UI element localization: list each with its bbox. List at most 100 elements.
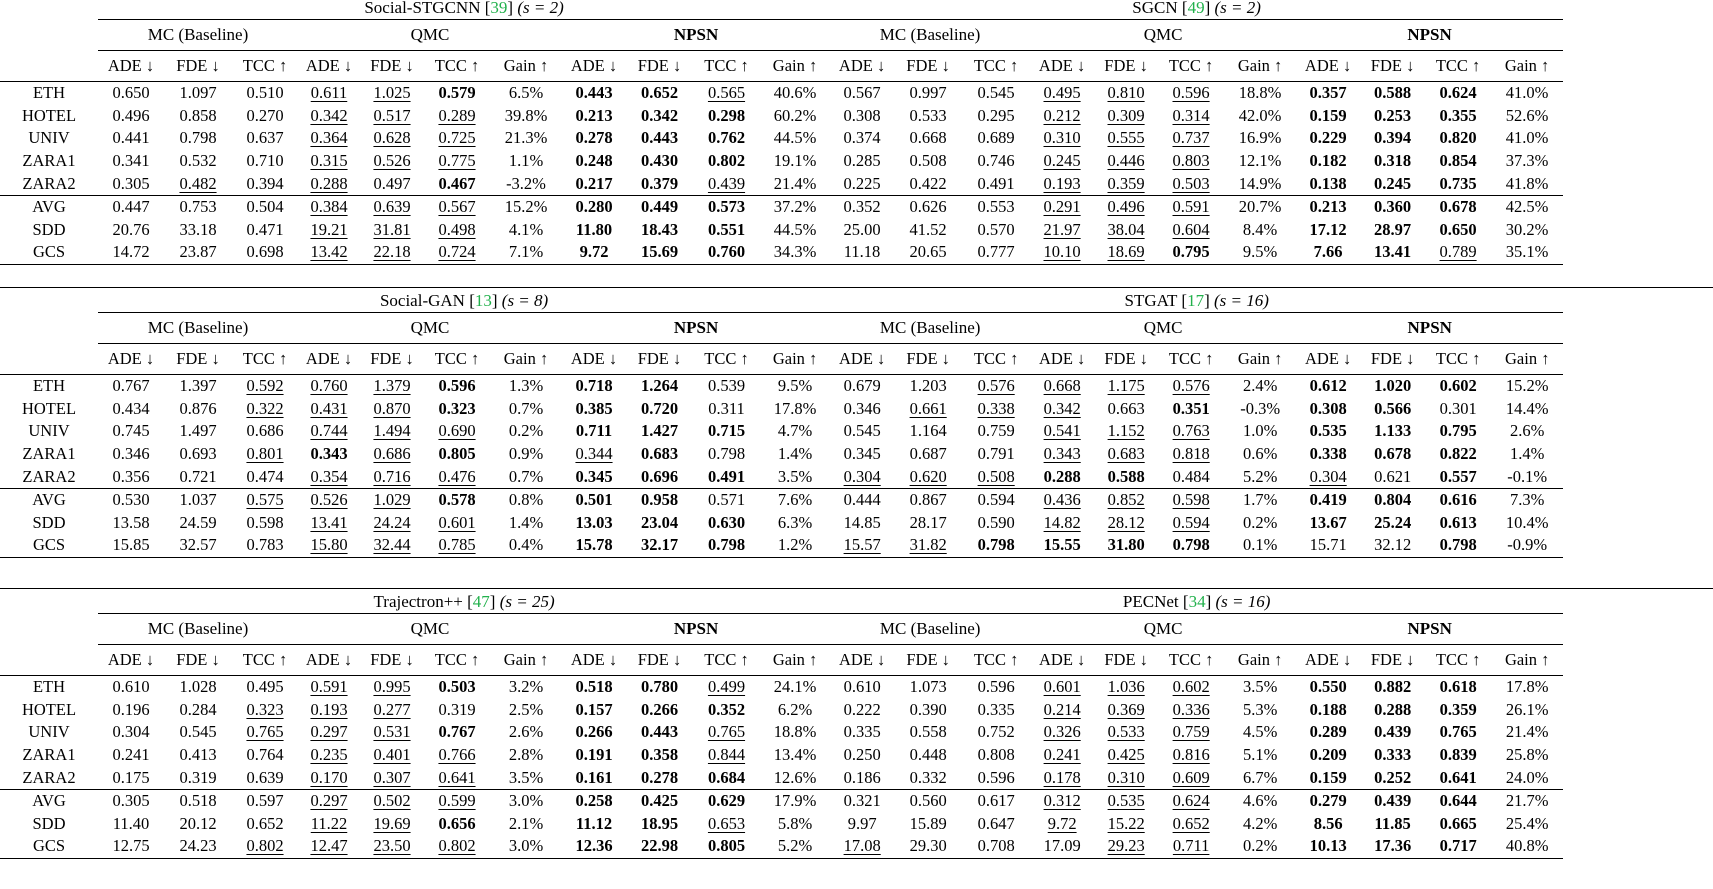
citation-link[interactable]: 17 [1187, 291, 1205, 310]
cell-value: 0.621 [1374, 466, 1412, 486]
cell-value: 0.759 [1172, 722, 1210, 742]
cell-value: 0.301 [1439, 398, 1477, 418]
cell-value: 14.72 [112, 242, 150, 262]
table-cell: 0.503 [1158, 172, 1224, 195]
table-cell: 20.65 [894, 241, 963, 265]
table-cell: 10.13 [1296, 835, 1361, 859]
cell-value: 0.678 [1374, 444, 1412, 464]
table-cell: 25.24 [1360, 512, 1425, 535]
cell-value: 0.553 [977, 197, 1015, 217]
cell-value: 11.22 [310, 813, 348, 833]
citation-link[interactable]: 13 [474, 291, 492, 310]
cell-value: 17.08 [843, 836, 881, 856]
table-cell: 0.354 [298, 465, 360, 488]
table-cell: 13.58 [98, 512, 164, 535]
metric-header: ADE ↓ [298, 644, 360, 676]
table-cell: 0.311 [693, 398, 760, 421]
table-cell: 0.289 [1296, 721, 1360, 744]
table-cell: 0.598 [232, 512, 298, 535]
cell-value: 7.6% [777, 490, 813, 510]
cell-value: 0.178 [1043, 767, 1081, 787]
table-cell: 0.497 [360, 172, 424, 195]
dataset-label: ZARA2 [22, 767, 76, 787]
cell-value: 0.644 [1439, 791, 1477, 811]
table-cell: 29.30 [894, 835, 963, 859]
table-cell: 0.379 [626, 172, 693, 195]
table-cell: 0.245 [1360, 172, 1425, 195]
citation-link[interactable]: 34 [1188, 592, 1206, 611]
cell-value: 0.374 [843, 128, 881, 148]
cell-value: 11.12 [575, 813, 613, 833]
cell-value: 0.497 [373, 173, 411, 193]
cell-value: 0.533 [909, 105, 947, 125]
cell-value: 0.598 [246, 512, 284, 532]
cell-value: 0.321 [843, 791, 881, 811]
cell-value: 25.00 [843, 219, 881, 239]
table-cell: 0.717 [1425, 835, 1492, 859]
cell-value: 0.611 [310, 83, 348, 103]
cell-value: 6.3% [777, 512, 813, 532]
table-cell: 0.425 [1094, 744, 1158, 767]
cell-value: 0.663 [1107, 398, 1145, 418]
table-cell: 0.810 [1094, 82, 1158, 105]
table-cell: -0.1% [1491, 465, 1563, 488]
table-cell: 0.785 [424, 534, 490, 558]
cell-value: 0.394 [1374, 128, 1412, 148]
cell-value: 0.570 [977, 219, 1015, 239]
table-cell: 0.7% [490, 465, 562, 488]
table-cell: 0.278 [562, 127, 626, 150]
cell-value: 0.545 [179, 722, 217, 742]
table-cell: 0.374 [830, 127, 894, 150]
metric-header: TCC ↑ [424, 50, 490, 82]
cell-value: 20.7% [1238, 197, 1282, 217]
table-cell: 0.798 [1158, 534, 1225, 558]
table-row: ZARA1 0.346 0.693 0.801 0.343 0.686 0.805 0.9% 0… [0, 443, 1563, 466]
cell-value: 0.159 [1309, 767, 1347, 787]
cell-value: 0.686 [373, 444, 411, 464]
cell-value: 15.55 [1043, 535, 1081, 555]
cell-value: 24.59 [179, 512, 217, 532]
cell-value: -0.9% [1507, 535, 1548, 555]
citation-link[interactable]: 39 [490, 0, 508, 17]
cell-value: 0.338 [1309, 444, 1347, 464]
table-cell: 0.765 [232, 721, 298, 744]
cell-value: 0.780 [640, 677, 679, 697]
table-cell: 0.270 [232, 105, 298, 128]
table-cell: 0.858 [164, 105, 232, 128]
table-cell: 0.443 [562, 82, 626, 105]
cell-value: 7.1% [508, 242, 544, 262]
table-cell: 0.332 [894, 766, 962, 789]
cell-value: 0.308 [1309, 398, 1347, 418]
table-cell: 0.867 [894, 487, 963, 512]
table-row: UNIV 0.745 1.497 0.686 0.744 1.494 0.690 0.2% 0.… [0, 420, 1563, 443]
dataset-label: ETH [32, 677, 66, 697]
cell-value: 0.852 [1107, 490, 1145, 510]
cell-value: 0.214 [1043, 699, 1081, 719]
table-cell: 0.683 [1094, 443, 1158, 466]
table-cell: 0.4% [490, 534, 562, 558]
table-cell: 14.85 [830, 512, 894, 535]
cell-value: 0.735 [1439, 173, 1477, 193]
table-cell: 0.245 [1030, 150, 1094, 173]
table-row: ETH 0.767 1.397 0.592 0.760 1.379 0.596 1.3% 0.7… [0, 375, 1563, 398]
cell-value: 19.21 [310, 219, 348, 239]
block-separator-2 [0, 588, 1713, 589]
table-row: ETH 0.610 1.028 0.495 0.591 0.995 0.503 3.2% 0.5… [0, 676, 1563, 699]
cell-value: 21.4% [773, 173, 817, 193]
cell-value: 0.225 [843, 173, 881, 193]
cell-value: 0.798 [977, 535, 1015, 555]
metric-header: ADE ↓ [562, 644, 626, 676]
method-title-right: PECNet [34] (s = 16) [1122, 592, 1271, 611]
citation-link[interactable]: 49 [1187, 0, 1205, 17]
citation-link[interactable]: 47 [472, 592, 490, 611]
cell-value: 0.504 [246, 197, 284, 217]
group-header-qmc: QMC [1030, 19, 1297, 51]
cell-value: 13.4% [773, 745, 817, 765]
cell-value: 0.802 [246, 836, 284, 856]
table-cell: 0.720 [626, 398, 693, 421]
cell-value: 0.752 [977, 722, 1015, 742]
group-header-mc: MC (Baseline) [830, 312, 1031, 344]
table-cell: -0.9% [1491, 534, 1564, 558]
table-cell: 0.441 [98, 127, 164, 150]
